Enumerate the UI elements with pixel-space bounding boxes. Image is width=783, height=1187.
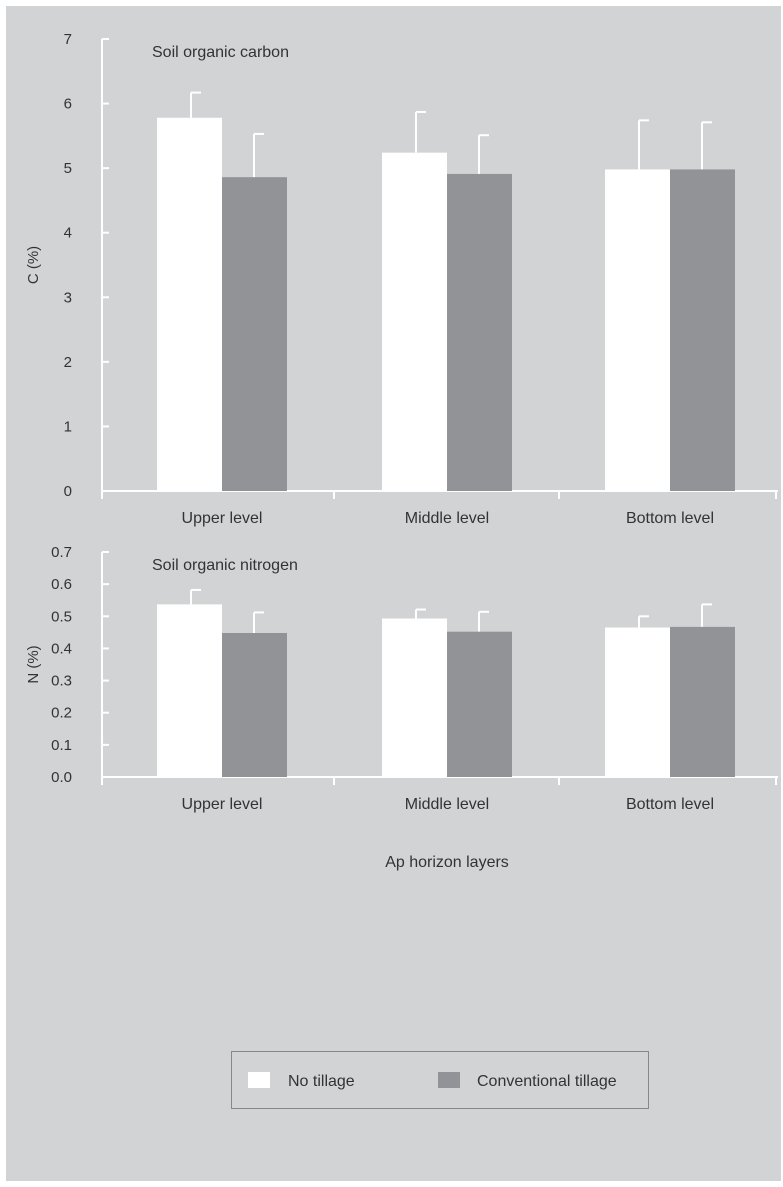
bar-conventional-tillage [222,633,287,777]
y-tick-label: 4 [64,225,72,242]
legend-swatch-no-tillage [248,1072,270,1088]
y-tick-label: 0.1 [51,737,72,754]
nitrogen-panel: Soil organic nitrogen 0.0 0.1 0.2 0.3 0.4 0.5 0… [25,544,778,871]
y-tick-label: 0.0 [51,769,72,786]
legend-label-no-tillage: No tillage [288,1073,355,1090]
y-tick-label: 3 [64,289,72,306]
bar-no-tillage [157,604,222,777]
bar-conventional-tillage [670,169,735,492]
bar-no-tillage [605,169,670,492]
y-tick-label: 0.5 [51,608,72,625]
legend: No tillage Conventional tillage [231,1051,649,1109]
carbon-panel: Soil organic carbon 0 1 2 3 4 5 6 7 C (%) Upper le… [25,31,778,527]
bar-no-tillage [157,117,222,491]
x-tick-label: Bottom level [626,796,714,813]
y-tick-label: 0.3 [51,673,72,690]
bar-conventional-tillage [447,631,512,777]
y-tick-label: 2 [64,354,72,371]
bar-conventional-tillage [670,626,735,777]
y-tick-label: 0.6 [51,576,72,593]
bar-no-tillage [605,627,670,777]
y-tick-label: 0.7 [51,544,72,561]
bar-no-tillage [382,618,447,777]
y-axis-label: C (%) [25,246,42,284]
bar-conventional-tillage [222,177,287,491]
y-tick-label: 1 [64,418,72,435]
x-tick-label: Middle level [405,510,489,527]
y-tick-label: 6 [64,96,72,113]
x-tick-label: Upper level [182,796,263,813]
x-axis-title: Ap horizon layers [385,854,509,871]
y-tick-label: 5 [64,160,72,177]
x-tick-label: Middle level [405,796,489,813]
chart-title: Soil organic nitrogen [152,557,298,574]
y-axis-label: N (%) [25,645,42,683]
x-tick-label: Bottom level [626,510,714,527]
chart-canvas: Soil organic carbon 0 1 2 3 4 5 6 7 C (%) Upper le… [25,31,778,871]
chart-title: Soil organic carbon [152,44,289,61]
bar-no-tillage [382,152,447,491]
x-tick-label: Upper level [182,510,263,527]
bar-conventional-tillage [447,173,512,491]
y-tick-label: 0 [64,483,72,500]
legend-swatch-conventional-tillage [438,1072,460,1088]
y-tick-label: 7 [64,31,72,48]
y-tick-label: 0.4 [51,640,72,657]
y-tick-label: 0.2 [51,705,72,722]
figure: Soil organic carbon 0 1 2 3 4 5 6 7 C (%) Upper le… [6,6,781,1181]
legend-label-conventional-tillage: Conventional tillage [477,1073,617,1090]
